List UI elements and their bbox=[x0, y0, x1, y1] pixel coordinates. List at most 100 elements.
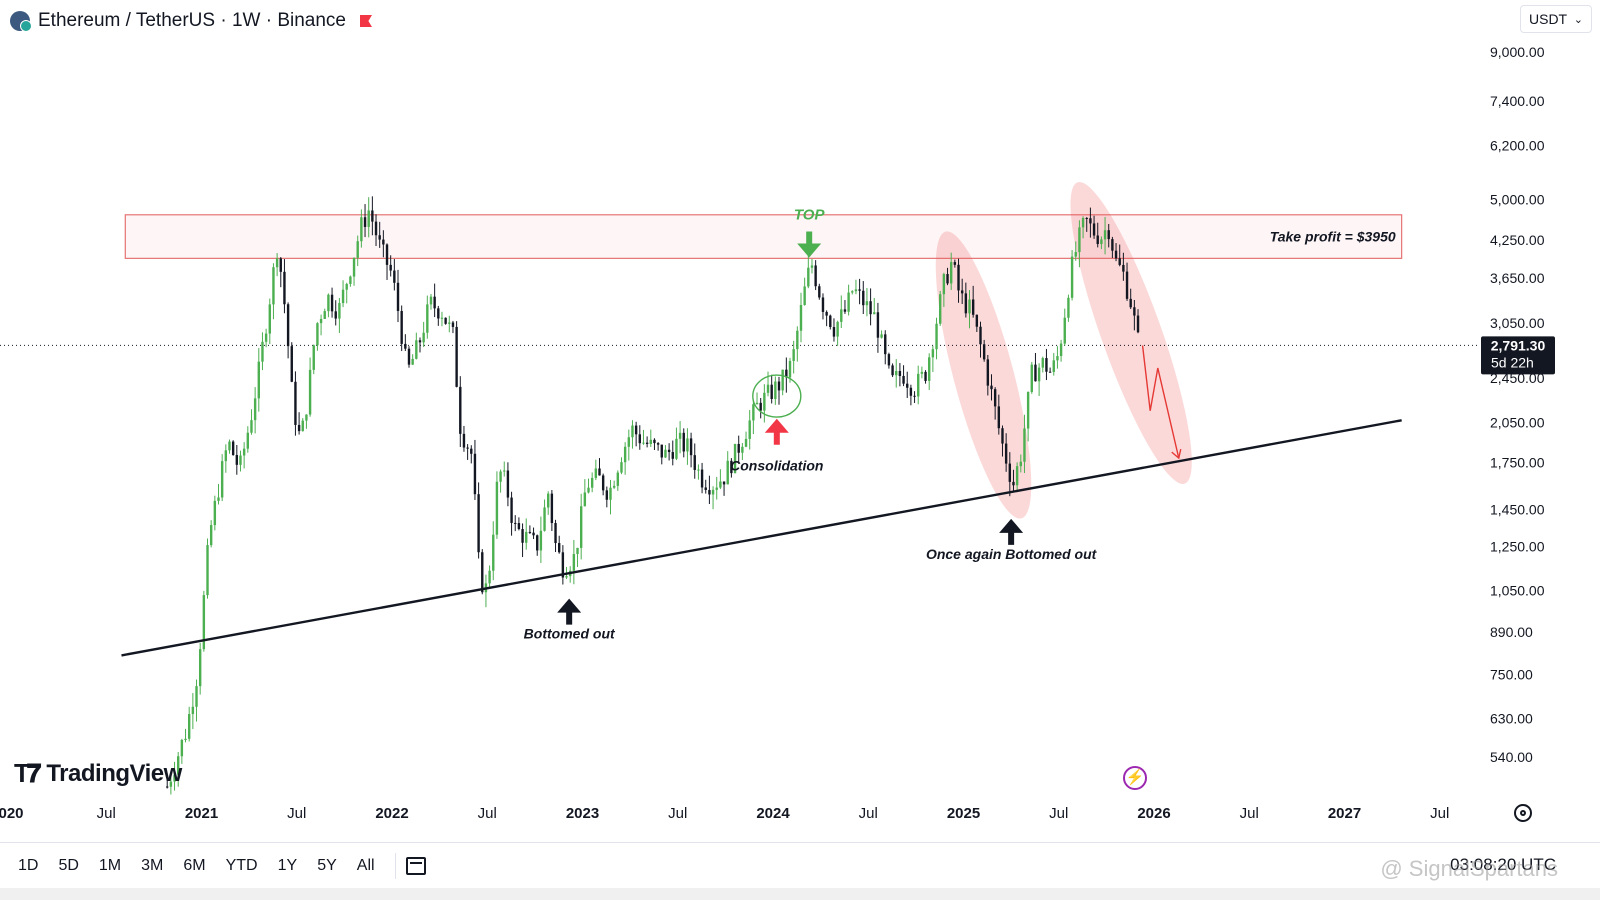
candle-body bbox=[294, 381, 297, 425]
candle-body bbox=[902, 375, 905, 384]
candle-body bbox=[312, 345, 315, 370]
candle-body bbox=[510, 497, 513, 523]
candle-body bbox=[909, 387, 913, 396]
candle-body bbox=[928, 357, 931, 381]
candle-body bbox=[543, 507, 546, 531]
timeframe-1m[interactable]: 1M bbox=[98, 857, 122, 874]
price-axis-label: 7,400.00 bbox=[1490, 93, 1545, 109]
candle-body bbox=[704, 487, 707, 490]
candle-body bbox=[1103, 230, 1107, 240]
timeframe-5d[interactable]: 5D bbox=[58, 857, 79, 874]
currency-label: USDT bbox=[1529, 11, 1568, 27]
candle-body bbox=[774, 381, 777, 399]
top-label: TOP bbox=[794, 206, 826, 223]
price-axis-label: 1,450.00 bbox=[1490, 501, 1545, 517]
candle-body bbox=[715, 487, 718, 490]
bar-countdown: 5d 22h bbox=[1491, 354, 1534, 370]
candle-body bbox=[1125, 271, 1129, 299]
candle-body bbox=[854, 289, 858, 292]
candle-body bbox=[565, 576, 568, 578]
candle-body bbox=[799, 305, 803, 331]
candle-body bbox=[840, 309, 843, 322]
candle-body bbox=[286, 304, 290, 347]
candle-body bbox=[554, 523, 557, 544]
consolidation-up-arrow bbox=[764, 418, 789, 445]
candle-body bbox=[198, 649, 202, 687]
calendar-range-icon[interactable] bbox=[405, 857, 426, 875]
price-axis-label: 1,750.00 bbox=[1490, 454, 1545, 470]
timeframe-6m[interactable]: 6M bbox=[183, 857, 206, 874]
tradingview-logo-text: TradingView bbox=[46, 760, 182, 787]
candle-body bbox=[594, 468, 598, 478]
candle-body bbox=[785, 369, 788, 378]
once-again-arrow bbox=[999, 518, 1024, 545]
candle-body bbox=[979, 326, 982, 345]
bottomed-out-arrow bbox=[557, 598, 582, 625]
timeframe-3m[interactable]: 3M bbox=[141, 857, 164, 874]
candle-body bbox=[590, 477, 594, 488]
timeframe-5y[interactable]: 5Y bbox=[317, 857, 337, 874]
candle-body bbox=[616, 472, 620, 486]
candle-body bbox=[1070, 256, 1074, 298]
candle-body bbox=[880, 334, 883, 338]
candle-body bbox=[1019, 461, 1022, 467]
price-axis-label: 3,050.00 bbox=[1490, 315, 1545, 331]
symbol-title[interactable]: Ethereum / TetherUS · 1W · Binance bbox=[38, 10, 346, 31]
lightning-icon[interactable]: ⚡ bbox=[1123, 766, 1147, 790]
candle-body bbox=[605, 490, 609, 500]
price-axis-label: 5,000.00 bbox=[1490, 191, 1545, 207]
candle-body bbox=[770, 384, 773, 399]
timeframe-ytd[interactable]: YTD bbox=[225, 857, 258, 874]
candle-body bbox=[968, 299, 971, 314]
candle-body bbox=[180, 739, 184, 757]
candle-body bbox=[686, 438, 689, 452]
candle-body bbox=[187, 714, 191, 739]
candle-body bbox=[290, 346, 293, 382]
candle-body bbox=[579, 506, 583, 548]
price-chart[interactable]: 9,000.00 7,400.00 6,200.00 5,000.00 4,250.00… bbox=[0, 0, 1600, 842]
candle-body bbox=[455, 326, 458, 387]
candle-body bbox=[209, 525, 213, 546]
candle-body bbox=[825, 311, 828, 316]
timeframe-1y[interactable]: 1Y bbox=[277, 857, 298, 874]
candle-body bbox=[1085, 217, 1088, 219]
utc-clock[interactable]: 03:08:20 UTC bbox=[1450, 855, 1556, 874]
candle-body bbox=[971, 299, 975, 315]
once-again-label: Once again Bottomed out bbox=[926, 546, 1098, 562]
candle-body bbox=[1059, 343, 1063, 357]
candle-body bbox=[1107, 230, 1110, 240]
timeframe-all[interactable]: All bbox=[356, 857, 375, 874]
candle-body bbox=[308, 369, 312, 415]
candle-body bbox=[1004, 443, 1008, 464]
candle-body bbox=[429, 296, 433, 305]
candle-body bbox=[1041, 358, 1044, 368]
settings-gear-icon[interactable] bbox=[1514, 804, 1532, 822]
candle-body bbox=[693, 455, 696, 470]
candle-body bbox=[242, 448, 246, 456]
time-axis-label: Jul bbox=[97, 805, 116, 822]
flag-icon[interactable] bbox=[360, 15, 372, 27]
candle-body bbox=[448, 322, 451, 324]
candle-body bbox=[166, 786, 169, 788]
candle-body bbox=[1092, 223, 1096, 236]
candle-body bbox=[975, 314, 979, 327]
candle-body bbox=[334, 311, 337, 319]
time-axis-label: 020 bbox=[0, 805, 24, 822]
candle-body bbox=[708, 489, 711, 495]
candle-body bbox=[748, 420, 751, 439]
candle-body bbox=[821, 297, 825, 312]
candle-body bbox=[939, 294, 942, 324]
currency-select[interactable]: USDT ⌄ bbox=[1520, 5, 1592, 33]
candle-body bbox=[818, 286, 821, 298]
candle-body bbox=[931, 349, 935, 358]
take-profit-zone bbox=[124, 214, 1403, 259]
candle-body bbox=[697, 469, 700, 471]
candle-body bbox=[1048, 371, 1052, 373]
candle-body bbox=[470, 448, 473, 454]
candle-body bbox=[532, 532, 535, 536]
timeframe-1d[interactable]: 1D bbox=[18, 857, 39, 874]
candle-body bbox=[993, 389, 997, 407]
time-axis-label: 2026 bbox=[1137, 805, 1170, 822]
candle-body bbox=[953, 262, 957, 265]
candle-body bbox=[418, 340, 422, 343]
